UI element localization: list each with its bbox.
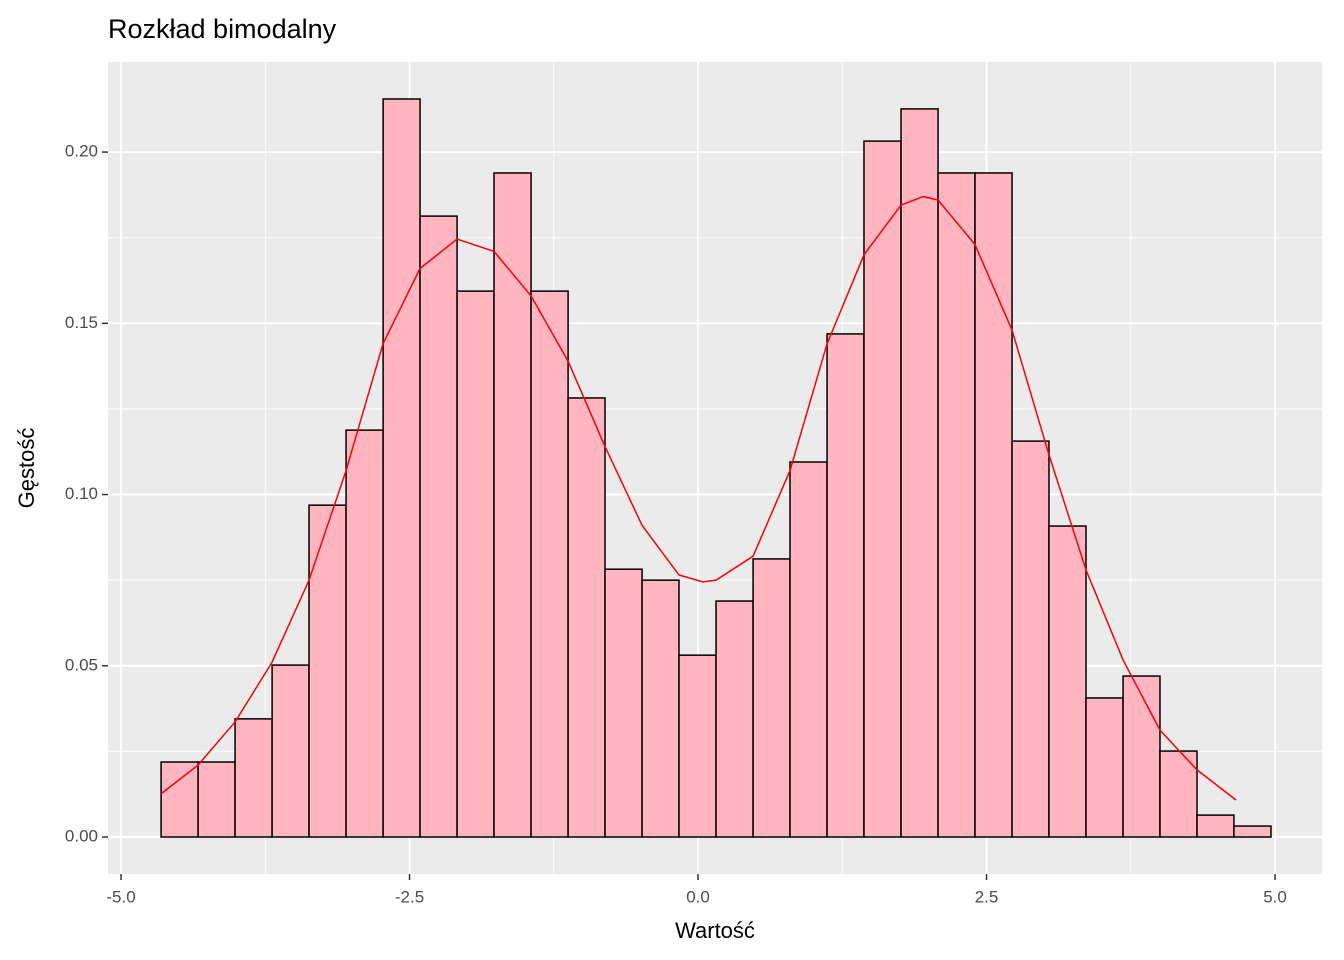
bar (900, 108, 939, 838)
y-axis-label: Gęstość (14, 428, 39, 509)
bar (419, 215, 458, 838)
bar (752, 558, 791, 838)
bar (197, 761, 236, 838)
x-tick-label: 0.0 (686, 887, 710, 906)
bar (1011, 440, 1050, 838)
bar (1122, 675, 1161, 838)
bar (345, 429, 384, 838)
bar (456, 290, 495, 838)
bar (789, 461, 828, 838)
x-axis-label: Wartość (675, 918, 755, 943)
y-tick-label: 0.20 (65, 142, 98, 161)
chart-title: Rozkład bimodalny (108, 14, 337, 44)
density-line (160, 195, 1237, 801)
bar (974, 172, 1013, 838)
y-tick-label: 0.00 (65, 826, 98, 845)
bar (863, 140, 902, 838)
bar (493, 172, 532, 838)
bar (1233, 825, 1272, 838)
y-tick-label: 0.15 (65, 313, 98, 332)
x-tick-label: -5.0 (106, 887, 135, 906)
bar (1048, 525, 1087, 838)
bar (1196, 814, 1235, 838)
bar (826, 333, 865, 838)
bar (715, 600, 754, 838)
bar (1159, 750, 1198, 838)
bar (382, 98, 421, 838)
bar (530, 290, 569, 838)
x-tick-label: 5.0 (1263, 887, 1287, 906)
bar (160, 761, 199, 838)
y-tick-label: 0.05 (65, 655, 98, 674)
bar (271, 664, 310, 838)
bar (937, 172, 976, 838)
bar (567, 397, 606, 838)
bar (234, 718, 273, 838)
x-tick-label: -2.5 (395, 887, 424, 906)
bar (604, 568, 643, 838)
x-tick-label: 2.5 (975, 887, 999, 906)
bar (1085, 697, 1124, 838)
bar (308, 504, 347, 838)
bar (678, 654, 717, 838)
y-tick-label: 0.10 (65, 484, 98, 503)
bar (641, 579, 680, 838)
